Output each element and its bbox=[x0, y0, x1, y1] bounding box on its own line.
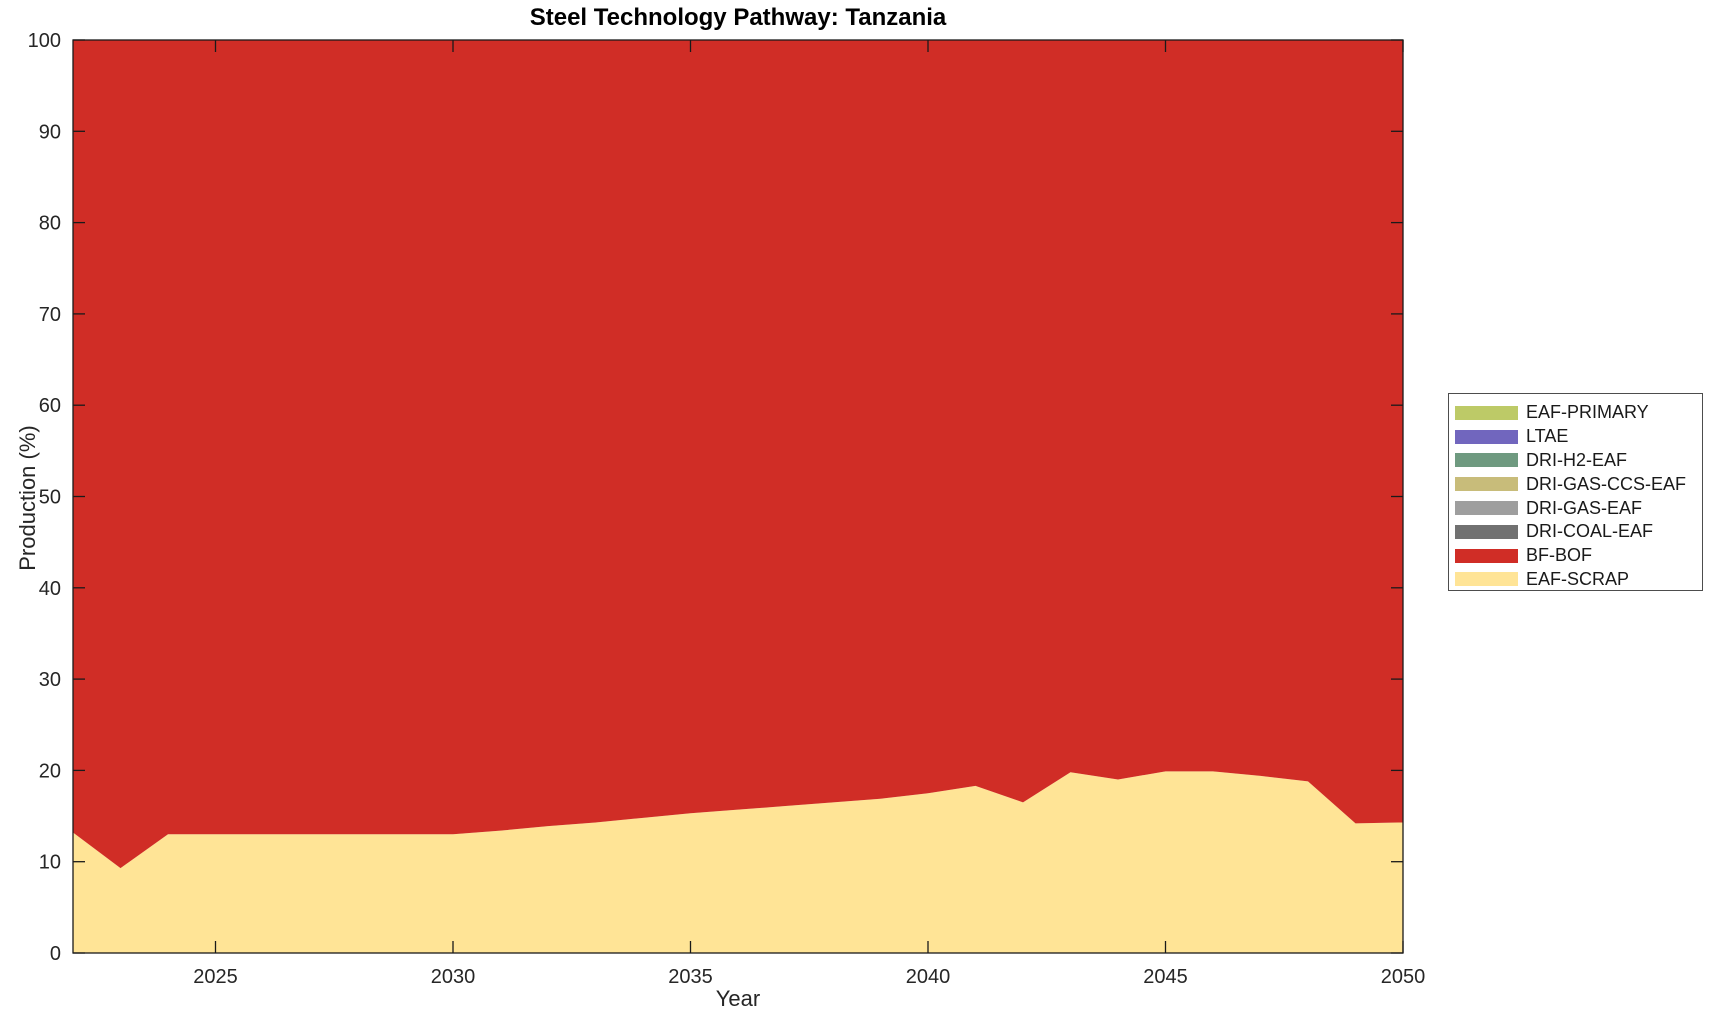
y-tick-label: 80 bbox=[39, 213, 61, 235]
legend-swatch-icon bbox=[1455, 429, 1518, 444]
legend-item: DRI-H2-EAF bbox=[1455, 449, 1702, 473]
x-tick-label: 2045 bbox=[1143, 966, 1188, 988]
x-tick-label: 2050 bbox=[1381, 966, 1426, 988]
legend-label: EAF-PRIMARY bbox=[1526, 402, 1649, 423]
y-tick-label: 0 bbox=[50, 943, 61, 965]
legend-item: DRI-GAS-CCS-EAF bbox=[1455, 472, 1702, 496]
y-tick-label: 70 bbox=[39, 304, 61, 326]
y-tick-label: 30 bbox=[39, 669, 61, 691]
legend-swatch-icon bbox=[1455, 548, 1518, 563]
plot-border bbox=[72, 39, 1404, 954]
y-tick-label: 90 bbox=[39, 121, 61, 143]
x-tick-label: 2040 bbox=[906, 966, 951, 988]
x-tick-label: 2025 bbox=[193, 966, 238, 988]
legend-item: DRI-COAL-EAF bbox=[1455, 520, 1702, 544]
y-tick-label: 20 bbox=[39, 760, 61, 782]
legend-item: EAF-PRIMARY bbox=[1455, 401, 1702, 425]
y-tick-label: 50 bbox=[39, 487, 61, 509]
legend-swatch-icon bbox=[1455, 453, 1518, 468]
x-tick-label: 2030 bbox=[431, 966, 476, 988]
legend-label: DRI-GAS-CCS-EAF bbox=[1526, 473, 1687, 494]
legend-swatch-icon bbox=[1455, 477, 1518, 492]
y-axis-label: Production (%) bbox=[15, 425, 40, 571]
area-series-eaf-scrap bbox=[73, 771, 1403, 953]
area-series-bf-bof bbox=[73, 40, 1403, 869]
legend-label: DRI-H2-EAF bbox=[1526, 449, 1628, 470]
legend-item: DRI-GAS-EAF bbox=[1455, 496, 1702, 520]
x-axis-label: Year bbox=[715, 986, 761, 1011]
legend-swatch-icon bbox=[1455, 572, 1518, 587]
y-tick-label: 100 bbox=[28, 30, 61, 52]
legend-swatch-icon bbox=[1455, 501, 1518, 516]
y-tick-label: 40 bbox=[39, 578, 61, 600]
legend-label: BF-BOF bbox=[1526, 545, 1592, 566]
legend-label: DRI-GAS-EAF bbox=[1526, 497, 1643, 518]
legend-item: EAF-SCRAP bbox=[1455, 568, 1702, 592]
chart-title: Steel Technology Pathway: Tanzania bbox=[529, 4, 947, 31]
legend-swatch-icon bbox=[1455, 405, 1518, 420]
legend-label: LTAE bbox=[1526, 426, 1569, 447]
legend-box: EAF-PRIMARY LTAE DRI-H2-EAF DRI-GAS-CCS-EAF… bbox=[1448, 393, 1703, 591]
y-tick-label: 60 bbox=[39, 395, 61, 417]
x-tick-label: 2035 bbox=[668, 966, 713, 988]
legend-label: EAF-SCRAP bbox=[1526, 568, 1630, 589]
y-tick-label: 10 bbox=[39, 852, 61, 874]
legend-item: LTAE bbox=[1455, 425, 1702, 449]
legend-label: DRI-COAL-EAF bbox=[1526, 521, 1654, 542]
legend-item: BF-BOF bbox=[1455, 544, 1702, 568]
legend-swatch-icon bbox=[1455, 524, 1518, 539]
